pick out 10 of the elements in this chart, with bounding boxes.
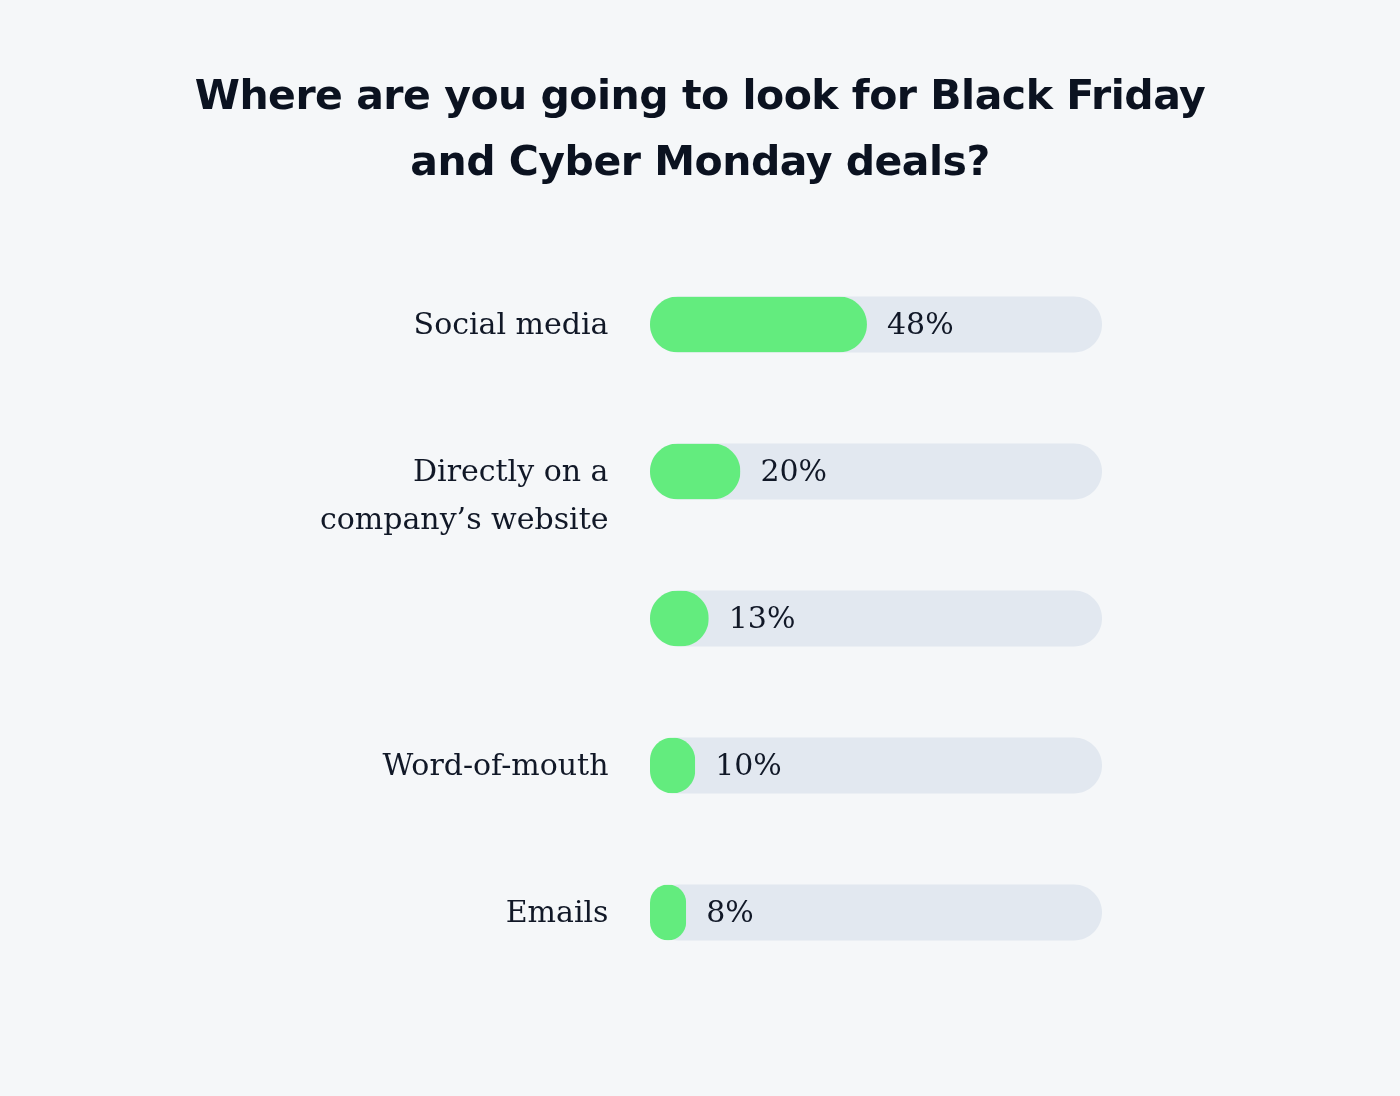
y-tick-label: Social media	[413, 305, 609, 341]
y-tick-label: Word-of-mouth	[382, 746, 609, 782]
data-label: 13%	[728, 599, 796, 635]
chart-title: Where are you going to look for Black Friday and Cyber Monday deals?	[193, 70, 1207, 187]
data-label: 8%	[706, 893, 754, 929]
data-label: 48%	[886, 305, 954, 341]
data-label: 20%	[760, 452, 828, 488]
y-tick-label: Directly on a company’s website	[319, 452, 609, 536]
data-label: 10%	[715, 746, 782, 782]
y-tick-label: Emails	[505, 893, 609, 929]
